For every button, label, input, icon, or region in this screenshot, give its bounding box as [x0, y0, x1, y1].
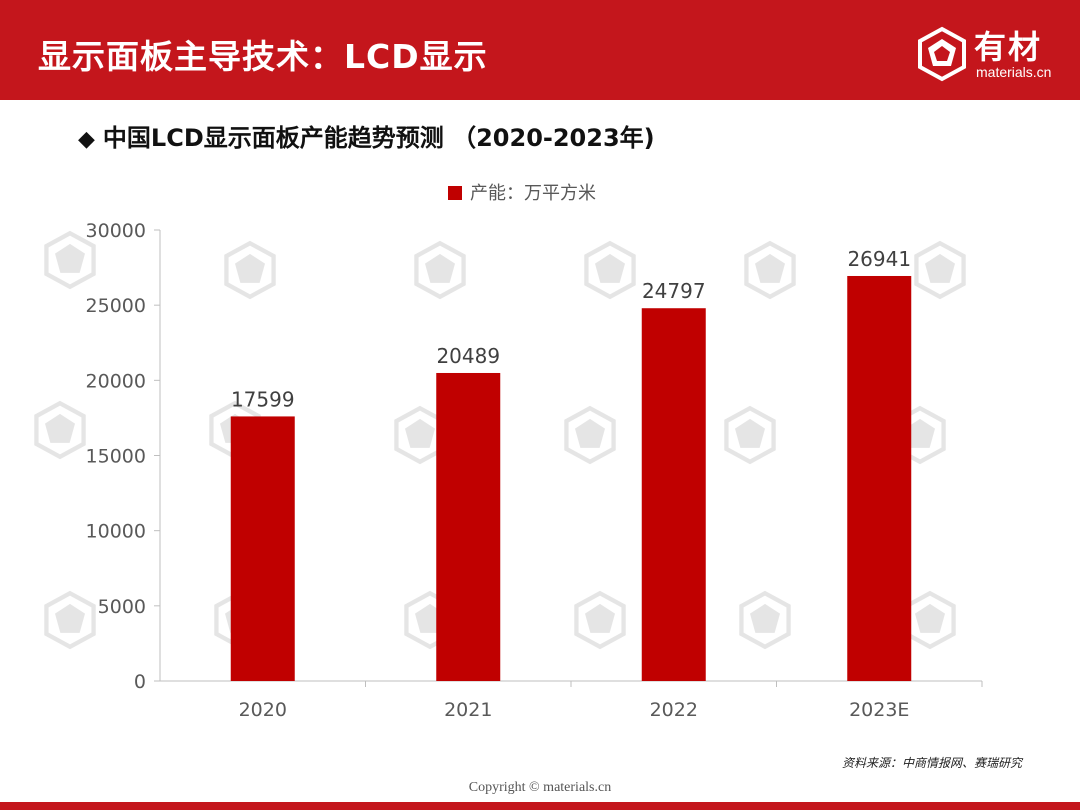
logo-text-en: materials.cn	[976, 64, 1052, 80]
bar-2023E	[847, 275, 912, 681]
bar-series: 17599 20489 24797 26941	[230, 247, 912, 681]
diamond-bullet-icon: ◆	[78, 127, 95, 152]
chart-legend: 产能：万平方米	[448, 183, 596, 204]
logo-icon	[918, 26, 966, 82]
x-tick-label: 2022	[650, 699, 698, 721]
bar-2022	[641, 308, 706, 681]
chart-heading: ◆ 中国LCD显示面板产能趋势预测 （2020-2023年)	[78, 118, 655, 153]
chart-heading-text: 中国LCD显示面板产能趋势预测 （2020-2023年)	[102, 124, 655, 152]
y-tick-label: 10000	[86, 521, 146, 543]
y-tick-label: 5000	[98, 596, 146, 618]
bar-2020	[230, 416, 295, 681]
data-label: 17599	[231, 387, 295, 411]
y-tick-label: 0	[134, 671, 146, 693]
x-axis: 2020 2021 2022 2023E	[160, 680, 983, 721]
data-label: 26941	[847, 247, 911, 271]
legend-label: 产能：万平方米	[470, 183, 596, 204]
footer-bar	[0, 802, 1080, 810]
y-tick-label: 15000	[86, 446, 146, 468]
y-tick-label: 30000	[86, 220, 146, 242]
copyright-text: Copyright © materials.cn	[468, 780, 612, 795]
y-axis: 0 5000 10000 15000 20000 25000 30000	[86, 220, 161, 693]
x-tick-label: 2023E	[849, 699, 909, 721]
source-note: 资料来源：中商情报网、赛瑞研究	[842, 756, 1023, 770]
data-label: 24797	[642, 279, 706, 303]
bar-2021	[436, 372, 501, 681]
data-label: 20489	[436, 344, 500, 368]
x-tick-label: 2021	[444, 699, 492, 721]
y-tick-label: 20000	[86, 370, 146, 392]
x-tick-label: 2020	[239, 699, 287, 721]
legend-swatch	[448, 186, 462, 200]
brand-logo[interactable]: 有材 materials.cn	[914, 24, 1064, 86]
y-tick-label: 25000	[86, 295, 146, 317]
logo-text-cn: 有材	[974, 28, 1043, 66]
page-title: 显示面板主导技术：LCD显示	[38, 37, 488, 76]
header-bar: 显示面板主导技术：LCD显示 有材 materials.cn	[0, 0, 1080, 100]
